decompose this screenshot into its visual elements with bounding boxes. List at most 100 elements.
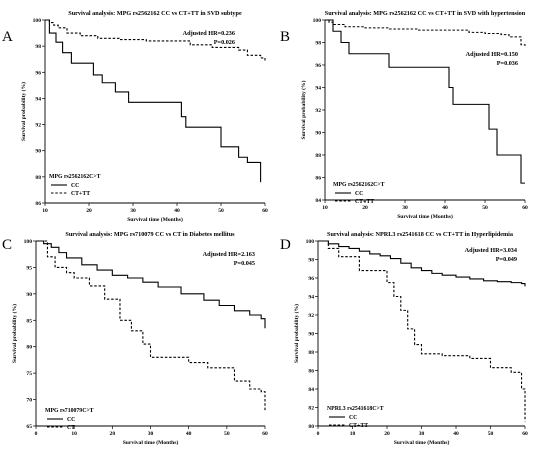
x-tick-label: 30 bbox=[148, 431, 154, 437]
x-tick-label: 20 bbox=[362, 205, 368, 211]
y-tick-label: 100 bbox=[313, 18, 322, 24]
y-tick-label: 86 bbox=[315, 176, 321, 182]
hr-annotation: P=0.026 bbox=[214, 39, 235, 46]
legend-entry: CC bbox=[71, 183, 79, 189]
series-line-cc bbox=[45, 19, 262, 183]
hr-annotation: Adjusted HR=0.150 bbox=[466, 51, 518, 58]
chart-title: Survival analysis: MPG rs710079 CC vs CT… bbox=[65, 231, 235, 238]
panel-c: C Survival analysis: MPG rs710079 CC vs C… bbox=[2, 231, 268, 446]
y-tick-label: 100 bbox=[306, 239, 315, 245]
hr-annotation: P=0.049 bbox=[496, 256, 517, 263]
x-tick-label: 20 bbox=[384, 431, 390, 437]
x-tick-label: 10 bbox=[350, 431, 356, 437]
y-tick-label: 92 bbox=[315, 108, 321, 114]
y-tick-label: 90 bbox=[35, 149, 41, 155]
hr-annotation: Adjusted HR=3.034 bbox=[465, 247, 517, 254]
x-axis-label: Survival time (Months) bbox=[127, 216, 183, 223]
x-tick-label: 10 bbox=[42, 208, 48, 214]
y-tick-label: 85 bbox=[26, 318, 32, 324]
legend-entry: CC bbox=[355, 191, 363, 197]
series-line-cc bbox=[325, 19, 525, 184]
series-line-cc bbox=[36, 240, 266, 329]
legend-entry: CC bbox=[67, 417, 75, 423]
panel-letter: D bbox=[280, 237, 291, 253]
y-axis-label: Survival probability (%) bbox=[293, 304, 300, 363]
y-tick-label: 80 bbox=[26, 345, 32, 351]
y-tick-label: 92 bbox=[308, 313, 314, 319]
x-tick-label: 60 bbox=[522, 205, 528, 211]
y-axis-label: Survival probability (%) bbox=[300, 80, 307, 139]
y-tick-label: 94 bbox=[315, 86, 321, 92]
hr-annotation: P=0.036 bbox=[497, 60, 518, 67]
y-tick-label: 75 bbox=[26, 371, 32, 377]
panel-a: A Survival analysis: MPG rs2562162 CC vs … bbox=[2, 10, 268, 223]
series-line-cc bbox=[318, 240, 526, 287]
legend-title: MPG rs710079C>T bbox=[45, 408, 94, 414]
y-tick-label: 95 bbox=[26, 265, 32, 271]
x-tick-label: 60 bbox=[262, 431, 268, 437]
x-tick-label: 10 bbox=[71, 431, 77, 437]
y-tick-label: 92 bbox=[35, 123, 41, 129]
x-tick-label: 50 bbox=[224, 431, 230, 437]
x-tick-label: 0 bbox=[317, 431, 320, 437]
x-axis-label: Survival time (Months) bbox=[123, 439, 179, 446]
panel-b: B Survival analysis: MPG rs2562162 CC vs … bbox=[280, 10, 528, 220]
chart-title: Survival analysis: MPG rs2562162 CC vs C… bbox=[325, 10, 526, 17]
panel-letter: C bbox=[2, 237, 12, 253]
y-tick-label: 96 bbox=[35, 70, 41, 76]
legend-title: MPG rs2562162C>T bbox=[333, 182, 385, 188]
x-axis-label: Survival time (Months) bbox=[397, 213, 453, 220]
y-tick-label: 84 bbox=[315, 198, 321, 204]
panel-letter: A bbox=[2, 29, 13, 45]
series-line-ct-tt bbox=[325, 19, 526, 46]
hr-annotation: P=0.045 bbox=[234, 260, 255, 267]
y-tick-label: 86 bbox=[308, 369, 314, 375]
y-tick-label: 98 bbox=[315, 41, 321, 47]
legend-title: NPRL3 rs2541618C>T bbox=[327, 406, 384, 412]
y-tick-label: 88 bbox=[315, 153, 321, 159]
x-tick-label: 40 bbox=[186, 431, 192, 437]
legend-entry: CT+TT bbox=[71, 191, 90, 197]
panel-d: D Survival analysis: NPRL3 rs2541618 CC v… bbox=[280, 231, 528, 446]
x-tick-label: 60 bbox=[522, 431, 528, 437]
legend-entry: CT bbox=[67, 425, 75, 431]
x-tick-label: 0 bbox=[35, 431, 38, 437]
series-line-ct bbox=[36, 240, 266, 411]
x-tick-label: 20 bbox=[86, 208, 92, 214]
x-tick-label: 30 bbox=[402, 205, 408, 211]
y-axis-label: Survival probability (%) bbox=[20, 82, 27, 141]
y-tick-label: 82 bbox=[308, 406, 314, 412]
x-tick-label: 50 bbox=[482, 205, 488, 211]
x-tick-label: 60 bbox=[262, 208, 268, 214]
series-line-ct-tt bbox=[318, 240, 526, 422]
panel-letter: B bbox=[280, 29, 290, 45]
y-tick-label: 90 bbox=[315, 131, 321, 137]
chart-title: Survival analysis: NPRL3 rs2541618 CC vs… bbox=[327, 231, 513, 238]
x-tick-label: 50 bbox=[218, 208, 224, 214]
y-tick-label: 98 bbox=[35, 44, 41, 50]
x-tick-label: 10 bbox=[322, 205, 328, 211]
y-tick-label: 80 bbox=[308, 424, 314, 430]
y-tick-label: 96 bbox=[315, 63, 321, 69]
y-tick-label: 90 bbox=[308, 332, 314, 338]
legend-entry: CT+TT bbox=[355, 199, 374, 205]
y-tick-label: 65 bbox=[26, 424, 32, 430]
x-tick-label: 30 bbox=[130, 208, 136, 214]
x-tick-label: 40 bbox=[453, 431, 459, 437]
y-tick-label: 88 bbox=[35, 175, 41, 181]
hr-annotation: Adjusted HR=2.163 bbox=[203, 251, 255, 258]
legend-entry: CT+TT bbox=[349, 423, 368, 429]
legend-entry: CC bbox=[349, 415, 357, 421]
y-tick-label: 90 bbox=[26, 292, 32, 298]
x-tick-label: 40 bbox=[174, 208, 180, 214]
y-tick-label: 86 bbox=[35, 201, 41, 207]
y-tick-label: 100 bbox=[33, 18, 42, 24]
y-tick-label: 94 bbox=[308, 295, 314, 301]
y-axis-label: Survival probability (%) bbox=[11, 304, 18, 363]
y-tick-label: 98 bbox=[308, 258, 314, 264]
y-tick-label: 70 bbox=[26, 398, 32, 404]
y-tick-label: 84 bbox=[308, 387, 314, 393]
series-line-ct-tt bbox=[45, 19, 266, 61]
y-tick-label: 96 bbox=[308, 276, 314, 282]
